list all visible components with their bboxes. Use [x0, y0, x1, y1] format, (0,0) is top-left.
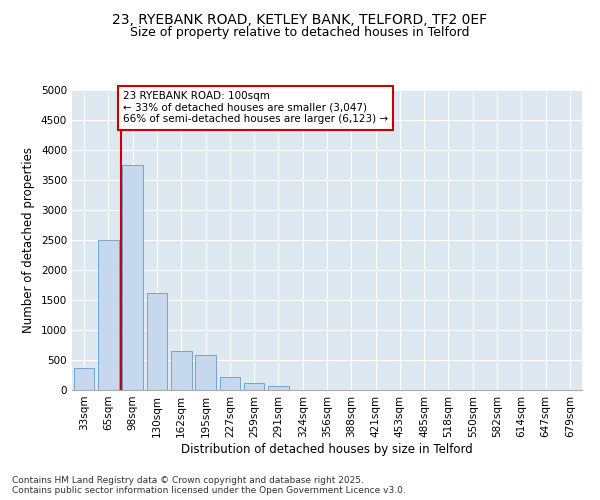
Bar	[195, 355, 216, 390]
Text: 23, RYEBANK ROAD, KETLEY BANK, TELFORD, TF2 0EF: 23, RYEBANK ROAD, KETLEY BANK, TELFORD, …	[112, 12, 488, 26]
Bar	[122, 165, 143, 390]
Bar	[244, 383, 265, 390]
Text: 23 RYEBANK ROAD: 100sqm
← 33% of detached houses are smaller (3,047)
66% of semi: 23 RYEBANK ROAD: 100sqm ← 33% of detache…	[123, 91, 388, 124]
Bar	[74, 368, 94, 390]
Bar	[171, 351, 191, 390]
Bar	[146, 293, 167, 390]
Y-axis label: Number of detached properties: Number of detached properties	[22, 147, 35, 333]
Bar	[220, 377, 240, 390]
Bar	[98, 240, 119, 390]
Bar	[268, 386, 289, 390]
Text: Size of property relative to detached houses in Telford: Size of property relative to detached ho…	[130, 26, 470, 39]
Text: Contains HM Land Registry data © Crown copyright and database right 2025.
Contai: Contains HM Land Registry data © Crown c…	[12, 476, 406, 495]
X-axis label: Distribution of detached houses by size in Telford: Distribution of detached houses by size …	[181, 442, 473, 456]
